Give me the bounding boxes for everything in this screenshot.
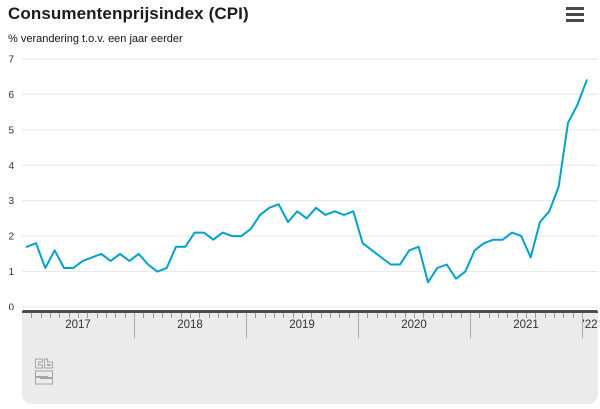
- month-tick: [376, 313, 378, 318]
- month-tick: [171, 313, 173, 318]
- hamburger-menu-icon: [566, 7, 584, 10]
- month-tick: [87, 313, 89, 318]
- chart-menu-button[interactable]: [566, 7, 586, 22]
- month-tick: [302, 313, 303, 318]
- chart-title: Consumentenprijsindex (CPI): [8, 4, 249, 23]
- y-axis-tick-label: 5: [8, 125, 14, 136]
- month-tick: [330, 313, 331, 318]
- month-tick: [31, 313, 33, 318]
- x-axis-year-label: 2017: [65, 319, 91, 331]
- month-tick: [162, 313, 163, 318]
- y-axis-tick-label: 1: [8, 267, 14, 278]
- year-separator: [470, 313, 471, 338]
- month-tick: [414, 313, 415, 318]
- month-tick: [68, 313, 70, 318]
- month-tick: [143, 313, 145, 318]
- month-tick: [218, 313, 219, 318]
- month-tick: [208, 313, 210, 318]
- month-tick: [544, 313, 546, 318]
- x-axis-year-label: '22: [582, 319, 598, 331]
- month-tick: [535, 313, 537, 318]
- year-separator: [358, 313, 359, 338]
- month-tick: [236, 313, 238, 318]
- month-tick: [423, 313, 425, 318]
- month-tick: [498, 313, 499, 318]
- month-tick: [124, 313, 126, 318]
- month-tick: [227, 313, 229, 318]
- month-tick: [367, 313, 369, 318]
- month-tick: [432, 313, 434, 318]
- month-tick: [78, 313, 79, 318]
- month-tick: [115, 313, 117, 318]
- x-axis-year-label: 2020: [401, 319, 427, 331]
- month-tick: [40, 313, 42, 318]
- y-axis-tick-label: 6: [8, 90, 14, 101]
- y-axis-tick-label: 7: [8, 55, 14, 66]
- month-tick: [386, 313, 387, 318]
- x-axis-year-label: 2021: [513, 319, 539, 331]
- x-axis-year-label: 2018: [177, 319, 203, 331]
- y-axis-tick-label: 4: [8, 161, 14, 172]
- month-tick: [488, 313, 490, 318]
- month-tick: [190, 313, 191, 318]
- month-tick: [50, 313, 51, 318]
- month-tick: [180, 313, 182, 318]
- month-tick: [292, 313, 294, 318]
- time-axis-slider[interactable]: 2017 2018 2019 2020 2021 '22: [22, 310, 598, 404]
- month-tick: [572, 313, 574, 318]
- month-tick: [451, 313, 453, 318]
- cbs-logo: [35, 358, 53, 385]
- y-axis-tick-label: 2: [8, 232, 14, 243]
- year-separator: [246, 313, 247, 338]
- month-tick: [516, 313, 518, 318]
- month-tick: [460, 313, 462, 318]
- year-separator: [134, 313, 135, 338]
- month-tick: [199, 313, 201, 318]
- month-tick: [442, 313, 443, 318]
- month-tick: [283, 313, 285, 318]
- month-tick: [311, 313, 313, 318]
- month-tick: [274, 313, 275, 318]
- month-tick: [152, 313, 154, 318]
- month-tick: [395, 313, 397, 318]
- cpi-series-line: [25, 79, 588, 284]
- month-tick: [96, 313, 98, 318]
- month-tick: [526, 313, 527, 318]
- month-tick: [320, 313, 322, 318]
- chart-subtitle: % verandering t.o.v. een jaar eerder: [8, 33, 183, 45]
- month-tick: [404, 313, 406, 318]
- plot-area[interactable]: 0 1 2 3 4 5 6 7: [0, 0, 600, 310]
- x-axis-year-label: 2019: [289, 319, 315, 331]
- month-tick: [264, 313, 266, 318]
- month-tick: [59, 313, 61, 318]
- y-axis-tick-label: 0: [8, 303, 14, 311]
- month-tick: [255, 313, 257, 318]
- month-tick: [106, 313, 107, 318]
- month-tick: [348, 313, 350, 318]
- month-tick: [479, 313, 481, 318]
- y-axis-tick-label: 3: [8, 196, 14, 207]
- year-separator: [582, 313, 583, 338]
- month-tick: [507, 313, 509, 318]
- month-tick: [563, 313, 565, 318]
- month-tick: [554, 313, 555, 318]
- month-tick: [339, 313, 341, 318]
